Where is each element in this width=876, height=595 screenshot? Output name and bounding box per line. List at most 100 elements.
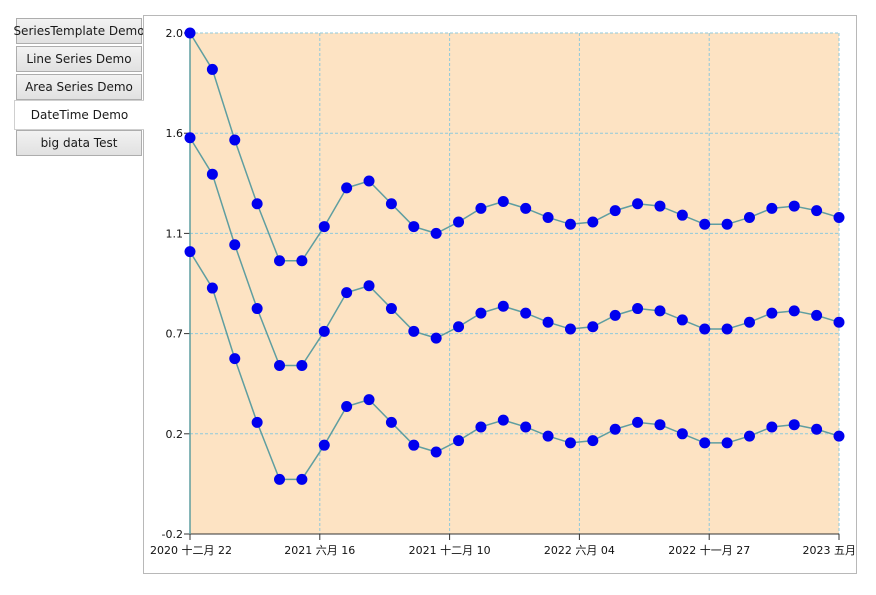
series-3-point: [766, 421, 778, 433]
series-3-point: [654, 419, 666, 431]
tab-series-template-demo[interactable]: SeriesTemplate Demo: [13, 18, 145, 44]
x-tick-label: 2022 六月 04: [544, 544, 615, 557]
series-3-point: [587, 435, 599, 447]
series-1-point: [318, 221, 330, 233]
plot-area: [190, 33, 839, 534]
series-3-point: [341, 400, 353, 412]
series-1-point: [788, 200, 800, 212]
series-3-point: [430, 446, 442, 458]
y-tick-label: 1.6: [166, 127, 184, 140]
series-1-point: [341, 182, 353, 194]
series-3-point: [721, 437, 733, 449]
series-1-point: [542, 211, 554, 223]
series-2-point: [453, 321, 465, 333]
series-1-point: [251, 198, 263, 210]
series-2-point: [251, 303, 263, 315]
series-3-point: [564, 437, 576, 449]
series-3-point: [385, 416, 397, 428]
tab-line-series-demo[interactable]: Line Series Demo: [16, 46, 142, 72]
series-3-point: [363, 394, 375, 406]
series-1-point: [564, 218, 576, 230]
series-2-point: [632, 303, 644, 315]
series-2-point: [296, 359, 308, 371]
series-3-point: [274, 473, 286, 485]
series-2-point: [184, 132, 196, 144]
series-2-point: [721, 323, 733, 335]
series-2-point: [811, 309, 823, 321]
series-1-point: [833, 211, 845, 223]
series-2-point: [318, 325, 330, 337]
series-3-point: [632, 416, 644, 428]
series-1-point: [654, 200, 666, 212]
series-3-point: [453, 435, 465, 447]
series-1-point: [811, 205, 823, 217]
tab-area-series-demo[interactable]: Area Series Demo: [16, 74, 142, 100]
series-2-point: [206, 168, 218, 180]
series-3-point: [206, 282, 218, 294]
series-3-point: [520, 421, 532, 433]
series-2-point: [229, 239, 241, 251]
series-2-point: [274, 359, 286, 371]
series-3-point: [676, 428, 688, 440]
series-3-point: [788, 419, 800, 431]
series-1-point: [743, 211, 755, 223]
series-1-point: [609, 205, 621, 217]
x-tick-label: 2020 十二月 22: [150, 543, 232, 557]
series-3-point: [229, 353, 241, 365]
series-1-point: [453, 216, 465, 228]
series-1-point: [475, 202, 487, 214]
series-3-point: [251, 416, 263, 428]
x-tick-label: 2022 十一月 27: [668, 543, 750, 557]
series-2-point: [520, 307, 532, 319]
x-tick-label: 2023 五月: [803, 544, 857, 557]
series-2-point: [385, 303, 397, 315]
series-3-point: [475, 421, 487, 433]
y-tick-label: -0.2: [162, 528, 183, 541]
y-tick-label: 0.7: [166, 328, 184, 341]
series-1-point: [363, 175, 375, 187]
series-1-point: [721, 218, 733, 230]
series-2-point: [497, 300, 509, 312]
series-2-point: [475, 307, 487, 319]
series-2-point: [564, 323, 576, 335]
sidebar: SeriesTemplate Demo Line Series Demo Are…: [0, 0, 146, 595]
series-2-point: [766, 307, 778, 319]
x-tick-label: 2021 十二月 10: [409, 543, 491, 557]
series-3-point: [318, 439, 330, 451]
x-tick-label: 2021 六月 16: [284, 544, 355, 557]
series-3-point: [184, 246, 196, 258]
series-1-point: [296, 255, 308, 267]
series-1-point: [274, 255, 286, 267]
series-2-point: [587, 321, 599, 333]
tab-datetime-demo[interactable]: DateTime Demo: [14, 100, 144, 130]
series-3-point: [408, 439, 420, 451]
series-3-point: [497, 414, 509, 426]
series-2-point: [654, 305, 666, 317]
series-2-point: [699, 323, 711, 335]
series-2-point: [676, 314, 688, 326]
series-1-point: [408, 221, 420, 233]
series-1-point: [632, 198, 644, 210]
series-1-point: [699, 218, 711, 230]
series-1-point: [206, 63, 218, 75]
series-3-point: [811, 423, 823, 435]
series-3-point: [296, 473, 308, 485]
series-1-point: [676, 209, 688, 221]
series-1-point: [430, 227, 442, 239]
series-1-point: [497, 196, 509, 208]
series-1-point: [766, 202, 778, 214]
series-3-point: [609, 423, 621, 435]
y-tick-label: 1.1: [166, 227, 184, 240]
series-2-point: [363, 280, 375, 292]
series-3-point: [743, 430, 755, 442]
series-1-point: [587, 216, 599, 228]
series-1-point: [184, 27, 196, 39]
series-3-point: [699, 437, 711, 449]
series-2-point: [408, 325, 420, 337]
series-2-point: [542, 316, 554, 328]
series-3-point: [833, 430, 845, 442]
series-1-point: [385, 198, 397, 210]
series-2-point: [341, 287, 353, 299]
series-2-point: [788, 305, 800, 317]
tab-big-data-test[interactable]: big data Test: [16, 130, 142, 156]
